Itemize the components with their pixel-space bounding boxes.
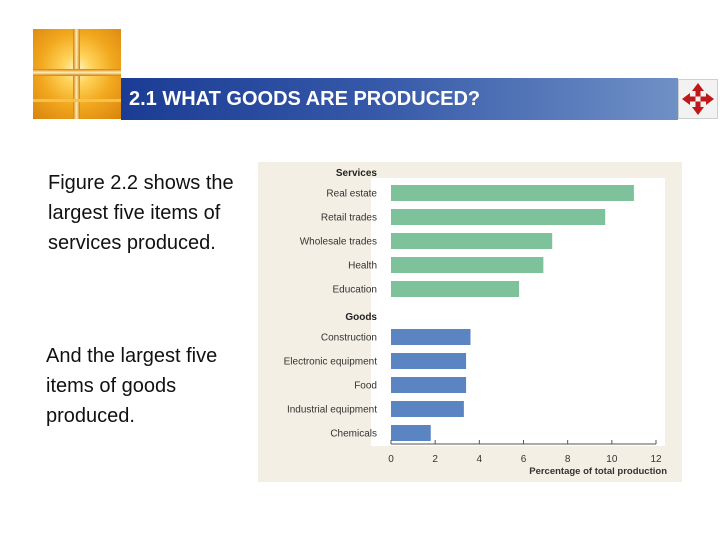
- title-bar: 2.1 WHAT GOODS ARE PRODUCED?: [121, 78, 678, 120]
- logo-cross-horizontal: [33, 69, 121, 76]
- group-header: Goods: [345, 312, 377, 323]
- body-text-goods: And the largest five items of goods prod…: [46, 345, 218, 427]
- slide-title: 2.1 WHAT GOODS ARE PRODUCED?: [129, 87, 481, 110]
- x-tick-label: 2: [432, 454, 438, 465]
- x-tick-label: 0: [388, 454, 394, 465]
- bar: [391, 401, 464, 417]
- x-tick-label: 8: [565, 454, 571, 465]
- four-arrows-icon-glyph: [682, 83, 714, 115]
- x-tick-label: 10: [606, 454, 618, 465]
- x-axis-label: Percentage of total production: [529, 466, 667, 477]
- x-tick-label: 4: [477, 454, 483, 465]
- category-label: Health: [348, 261, 377, 272]
- category-label: Chemicals: [330, 429, 377, 440]
- logo-image: [33, 29, 121, 119]
- x-tick-label: 12: [650, 454, 662, 465]
- bar: [391, 257, 544, 273]
- bar: [391, 353, 467, 369]
- category-label: Construction: [321, 333, 377, 344]
- bar: [391, 281, 520, 297]
- bar: [391, 209, 606, 225]
- bar: [391, 185, 634, 201]
- logo-stripe: [33, 99, 121, 102]
- category-label: Real estate: [326, 189, 377, 200]
- chart-svg: Services Real estate Retail trades Wholesal…: [284, 168, 668, 477]
- category-label: Retail trades: [321, 213, 377, 224]
- bar: [391, 425, 431, 441]
- bar: [391, 329, 471, 345]
- category-label: Industrial equipment: [287, 405, 377, 416]
- x-tick-label: 6: [521, 454, 527, 465]
- bar: [391, 233, 553, 249]
- bar-chart: Services Real estate Retail trades Wholesal…: [258, 162, 682, 482]
- body-text-services: Figure 2.2 shows the largest five items …: [48, 172, 234, 254]
- category-label: Education: [333, 285, 377, 296]
- bar: [391, 377, 467, 393]
- category-label: Electronic equipment: [284, 357, 378, 368]
- group-header: Services: [336, 168, 378, 179]
- category-label: Food: [354, 381, 377, 392]
- four-arrows-icon[interactable]: [678, 79, 718, 119]
- category-label: Wholesale trades: [300, 237, 377, 248]
